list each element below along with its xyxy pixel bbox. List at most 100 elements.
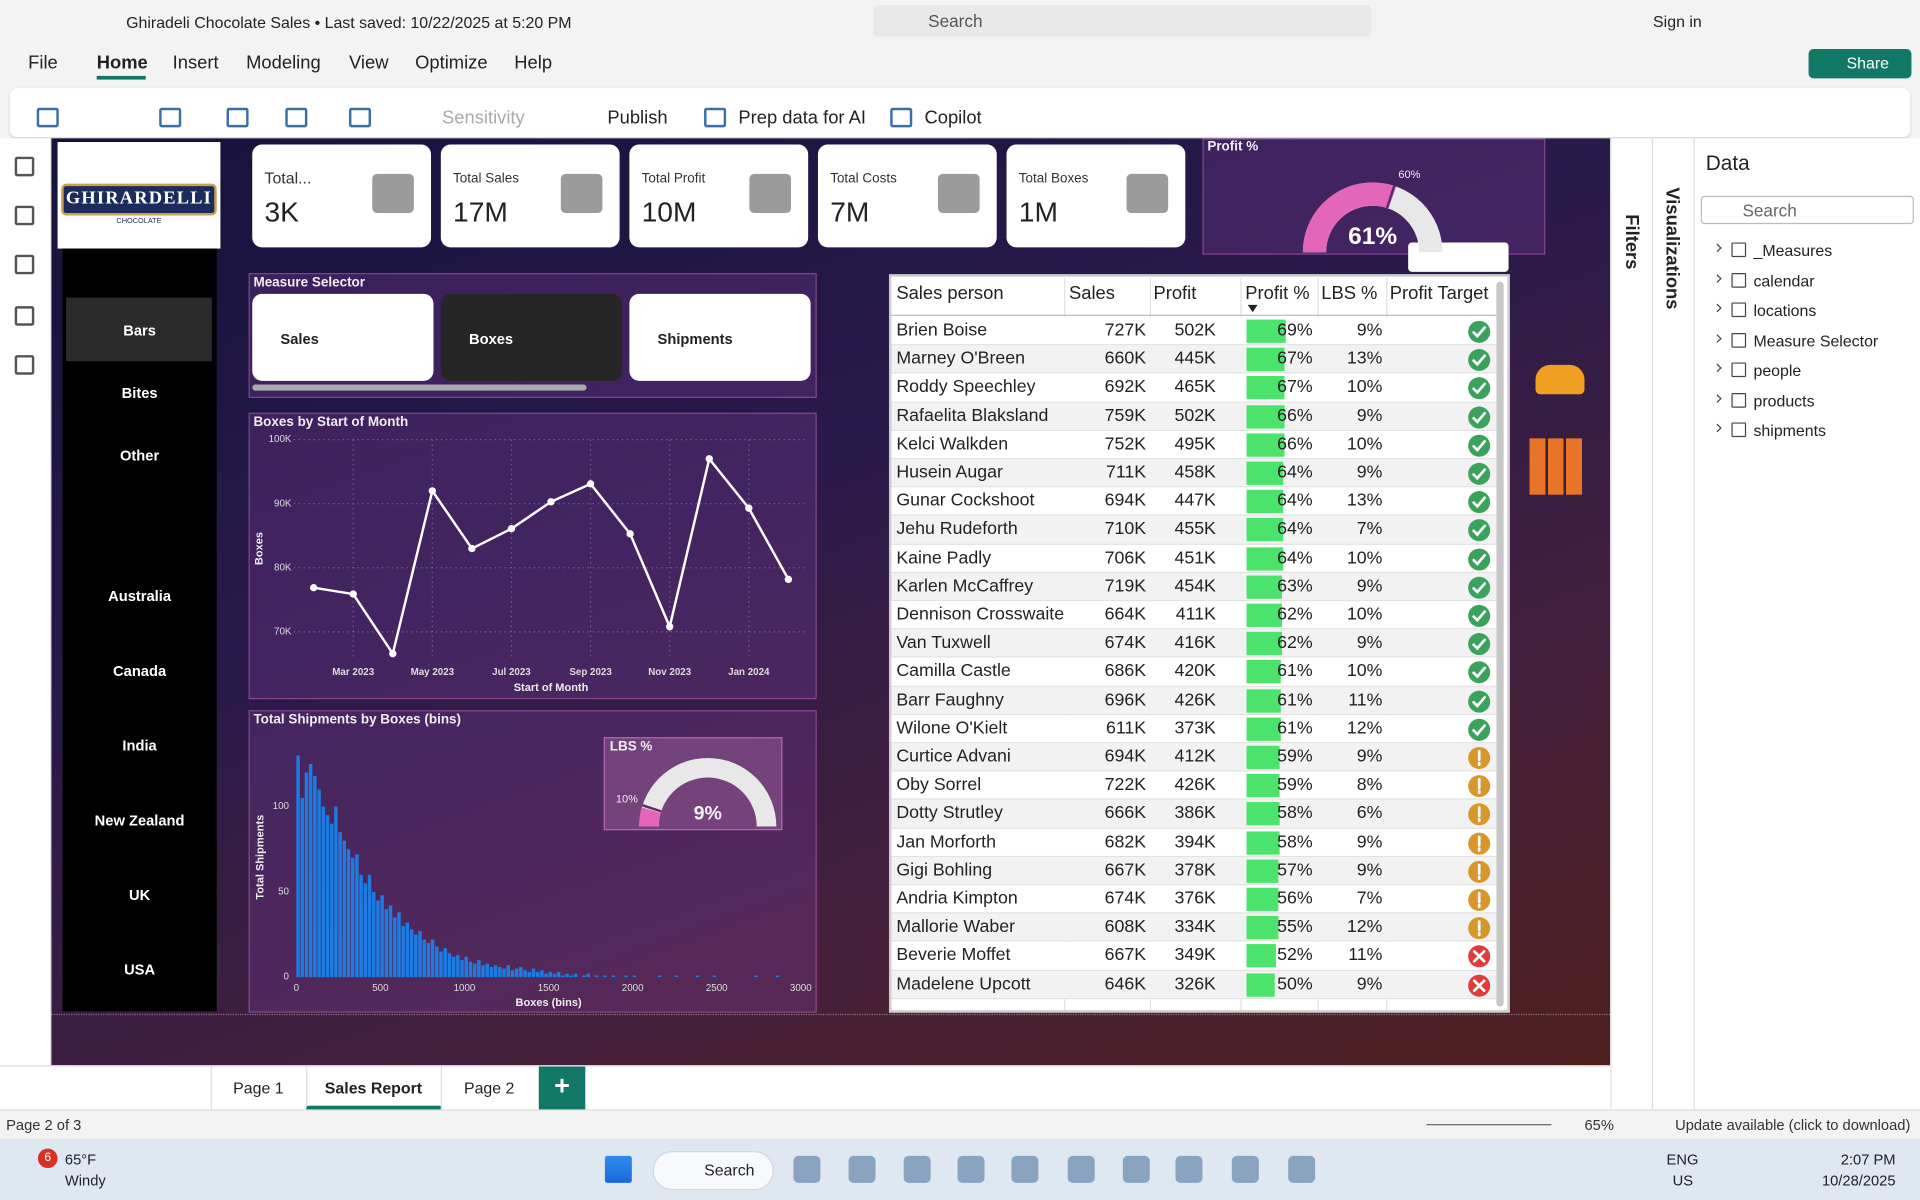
measure-option[interactable] (629, 293, 811, 381)
update-notice[interactable]: Update available (click to download) (1675, 1116, 1911, 1134)
taskbar-app[interactable] (1231, 1155, 1259, 1183)
ribbon-button[interactable]: Sensitivity (442, 107, 525, 129)
table-row[interactable] (891, 800, 1497, 829)
share-button[interactable] (1808, 48, 1912, 79)
nav-category[interactable]: Other (119, 446, 160, 465)
share-label[interactable]: Share (1846, 53, 1890, 73)
page-tab[interactable] (440, 1066, 538, 1110)
nav-category[interactable]: Bites (121, 384, 158, 402)
page-tab[interactable] (210, 1066, 307, 1110)
table-row[interactable] (891, 402, 1497, 431)
table-row[interactable] (891, 373, 1497, 403)
column-header[interactable]: LBS % (1321, 282, 1378, 304)
rail-icon[interactable] (14, 156, 35, 177)
table-row[interactable] (891, 459, 1497, 488)
search-box[interactable] (873, 4, 1372, 37)
field-table[interactable]: calendar (1753, 271, 1815, 290)
page-tab-label[interactable]: Page 1 (233, 1078, 284, 1098)
measure-option[interactable] (252, 293, 434, 381)
measure-option[interactable] (440, 293, 623, 381)
rail-icon[interactable] (14, 205, 35, 226)
ribbon-button[interactable]: Publish (607, 107, 668, 129)
sign-in[interactable]: Sign in (1653, 12, 1702, 31)
table-row[interactable] (891, 629, 1497, 659)
menu-tab[interactable]: View (348, 52, 389, 74)
table-row[interactable] (891, 828, 1497, 857)
table-row[interactable] (891, 771, 1497, 801)
ribbon-button[interactable]: Prep data for AI (738, 107, 867, 129)
nav-category[interactable]: Bars (123, 322, 156, 340)
table-row[interactable] (891, 317, 1497, 346)
table-row[interactable] (891, 487, 1497, 516)
table-toolbar[interactable] (1408, 242, 1509, 272)
nav-country[interactable]: India (122, 737, 157, 755)
column-header[interactable]: Sales person (896, 282, 1004, 304)
start-button[interactable] (604, 1155, 632, 1183)
rail-icon[interactable] (14, 306, 35, 326)
menu-tab[interactable]: File (28, 52, 58, 74)
column-header[interactable]: Profit (1153, 282, 1197, 304)
nav-country[interactable]: Australia (108, 587, 172, 605)
menu-tab[interactable]: Optimize (415, 52, 488, 74)
cell-lbs: 7% (1356, 888, 1383, 909)
visualizations-label[interactable]: Visualizations (1661, 187, 1683, 310)
taskbar-app[interactable] (1175, 1155, 1203, 1183)
column-header[interactable]: Profit % (1245, 282, 1310, 304)
table-row[interactable] (891, 714, 1497, 744)
field-table[interactable]: _Measures (1753, 241, 1833, 260)
field-table[interactable]: locations (1753, 301, 1817, 320)
table-row[interactable] (891, 942, 1497, 971)
column-header[interactable]: Profit Target (1389, 282, 1489, 304)
nav-country[interactable]: UK (128, 886, 151, 904)
measure-option-label[interactable]: Boxes (468, 330, 514, 348)
table-row[interactable] (891, 686, 1497, 715)
table-row[interactable] (891, 885, 1497, 914)
table-row[interactable] (891, 658, 1497, 687)
menu-tab[interactable]: Insert (172, 52, 219, 74)
field-table[interactable]: shipments (1753, 421, 1827, 440)
rail-icon[interactable] (14, 254, 35, 275)
table-row[interactable] (891, 345, 1497, 374)
menu-tab[interactable]: Modeling (246, 52, 321, 74)
taskbar-app[interactable] (1122, 1155, 1150, 1183)
nav-country[interactable]: USA (124, 961, 156, 979)
table-row[interactable] (891, 515, 1497, 545)
table-row[interactable] (891, 913, 1497, 943)
field-table[interactable]: people (1753, 361, 1802, 380)
measure-option-label[interactable]: Sales (280, 330, 319, 348)
page-tab[interactable] (306, 1066, 441, 1110)
nav-country[interactable]: Canada (113, 662, 167, 680)
measure-option-label[interactable]: Shipments (657, 330, 733, 348)
menu-tab[interactable]: Home (96, 52, 148, 74)
table-row[interactable] (891, 856, 1497, 886)
visualizations-pane[interactable] (1651, 138, 1694, 1110)
table-row[interactable] (891, 601, 1497, 630)
ribbon-button[interactable]: Copilot (924, 107, 982, 129)
filters-label[interactable]: Filters (1621, 214, 1643, 270)
taskbar-app[interactable] (1067, 1155, 1095, 1183)
taskbar-search-label[interactable]: Search (704, 1160, 755, 1180)
nav-country[interactable]: New Zealand (94, 811, 185, 829)
field-table[interactable]: Measure Selector (1753, 331, 1879, 350)
column-header[interactable]: Sales (1068, 282, 1115, 304)
filters-pane[interactable] (1610, 138, 1652, 1110)
taskbar-app[interactable] (848, 1155, 876, 1183)
rail-icon[interactable] (14, 355, 35, 375)
taskbar-search[interactable] (652, 1151, 774, 1191)
taskbar-app[interactable] (1288, 1155, 1316, 1183)
table-row[interactable] (891, 743, 1497, 772)
table-row[interactable] (891, 430, 1497, 460)
add-page[interactable] (538, 1066, 586, 1110)
table-row[interactable] (891, 572, 1497, 602)
data-search[interactable] (1700, 195, 1914, 225)
taskbar-app[interactable] (793, 1155, 821, 1183)
page-tab-label[interactable]: Sales Report (324, 1078, 423, 1098)
field-table[interactable]: products (1753, 391, 1815, 410)
taskbar-app[interactable] (1011, 1155, 1039, 1183)
menu-tab[interactable]: Help (514, 52, 553, 74)
taskbar-app[interactable] (903, 1155, 931, 1183)
table-row[interactable] (891, 970, 1497, 999)
page-tab-label[interactable]: Page 2 (463, 1078, 515, 1098)
table-row[interactable] (891, 544, 1497, 573)
taskbar-app[interactable] (957, 1155, 985, 1183)
